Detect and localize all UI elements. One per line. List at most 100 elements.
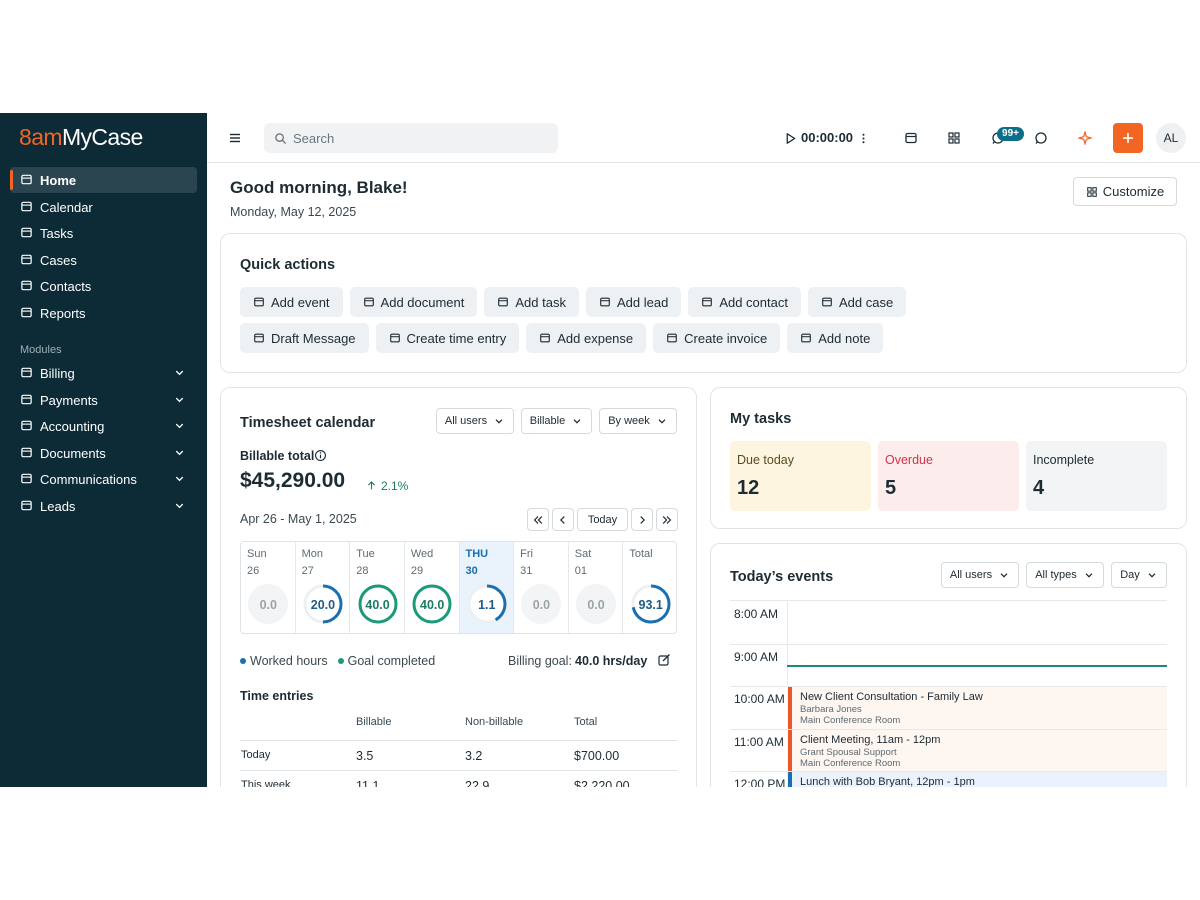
logo: 8am MyCase [19,124,143,151]
nav-button[interactable] [527,508,549,531]
toolbar-button[interactable] [947,131,961,145]
day-name: Fri [520,548,533,560]
day-column: Sat 01 0.0 [569,542,624,633]
dropdown[interactable]: All users [941,562,1019,588]
box-icon [21,394,32,404]
legend-item: Worked hours [240,654,328,668]
box-icon [667,333,677,343]
action-button[interactable]: Add event [240,287,343,317]
task-tile[interactable]: Incomplete 4 [1026,441,1167,511]
chev-icon [175,477,184,482]
module-item[interactable]: Payments [10,387,197,413]
avatar[interactable]: AL [1156,123,1186,153]
action-button[interactable]: Add contact [688,287,801,317]
day-hours: 93.1 [638,598,663,612]
box-icon [905,132,917,144]
nav-button[interactable] [656,508,678,531]
week-navigation: Today [527,508,678,531]
task-tile[interactable]: Due today 12 [730,441,871,511]
kebab-icon [862,133,865,144]
dropdown[interactable]: All users [436,408,514,434]
module-label: Billing [40,366,75,381]
dropdown[interactable]: All types [1026,562,1104,588]
table-cell: 22.9 [465,779,490,787]
chev-icon [1000,573,1008,578]
module-item[interactable]: Billing [10,360,197,386]
add-button[interactable] [1113,123,1143,153]
timer[interactable]: 00:00:00 [801,130,854,145]
action-button[interactable]: Add lead [585,287,682,317]
nav-item[interactable]: Cases [10,247,197,273]
day-name: Mon [301,548,324,560]
nav-item[interactable]: Tasks [10,220,197,246]
box-icon [254,297,264,307]
edit-goal-button[interactable] [657,653,671,667]
table-cell: 11.1 [356,779,380,787]
action-button[interactable]: Add note [787,323,884,353]
box-icon [21,447,32,458]
module-item[interactable]: Leads [10,493,197,519]
dropdown[interactable]: By week [599,408,677,434]
event-detail: Grant Spousal Support [800,746,897,758]
module-label: Accounting [40,419,105,435]
row-label: Today [241,749,271,761]
day-hours: 0.0 [587,598,605,612]
nav-button[interactable] [631,508,653,531]
tile-label: Overdue [885,453,933,467]
toolbar-button[interactable] [1034,131,1048,145]
day-date: 29 [410,565,424,577]
grid-icon [948,132,960,144]
customize-button[interactable]: Customize [1073,177,1177,206]
dropdown-label: Day [1120,569,1140,581]
day-date: 30 [465,565,478,577]
edit-icon [658,654,670,666]
action-button[interactable]: Add task [484,287,579,317]
module-item[interactable]: Accounting [10,413,197,439]
nav-item[interactable]: Reports [10,300,197,326]
action-button[interactable]: Add case [807,287,907,317]
nav-item[interactable]: Calendar [10,194,197,220]
chev-icon [658,419,666,424]
dropdown[interactable]: Billable [521,408,592,434]
event-block[interactable]: Lunch with Bob Bryant, 12pm - 1pm [787,772,1167,787]
chev-icon [1148,573,1156,578]
action-button[interactable]: Create invoice [653,323,781,353]
nav-item[interactable]: Contacts [10,273,197,299]
action-button[interactable]: Create time entry [375,323,520,353]
notification-badge: 99+ [997,127,1024,141]
nav-item[interactable]: Home [10,167,197,193]
time-label: 12:00 PM [734,777,786,787]
toolbar-button[interactable] [904,131,918,145]
event-block[interactable]: New Client Consultation - Family Law Barb… [787,687,1167,729]
task-tile[interactable]: Overdue 5 [878,441,1019,511]
chev-icon [1085,573,1093,578]
legend-dot [337,658,344,664]
action-button[interactable]: Draft Message [240,323,369,353]
action-label: Add task [515,294,566,310]
action-button[interactable]: Add document [349,287,478,317]
day-hours: 1.1 [478,598,496,612]
action-label: Add note [818,330,871,346]
toolbar-button[interactable] [1078,131,1092,145]
tile-count: 4 [1033,477,1045,499]
time-label: 9:00 AM [734,649,779,664]
day-name: THU [465,548,489,560]
event-block[interactable]: Client Meeting, 11am - 12pm Grant Spousal… [787,729,1167,772]
nav-button[interactable] [552,508,574,531]
day-date: 26 [247,565,260,577]
day-column: Sun 26 0.0 [241,542,296,633]
nav-button[interactable]: Today [577,508,628,531]
active-indicator [10,170,13,190]
date-range: Apr 26 - May 1, 2025 [240,512,357,526]
play-icon [786,133,796,144]
day-name: Total [629,548,653,560]
action-button[interactable]: Add expense [526,323,647,353]
progress-ring [576,584,617,624]
dropdown[interactable]: Day [1111,562,1167,588]
tile-count: 12 [737,477,760,499]
row-label: This week [241,779,291,787]
module-item[interactable]: Communications [10,466,197,492]
box-icon [389,333,400,343]
module-item[interactable]: Documents [10,440,197,466]
search-box[interactable]: Search [264,123,558,153]
